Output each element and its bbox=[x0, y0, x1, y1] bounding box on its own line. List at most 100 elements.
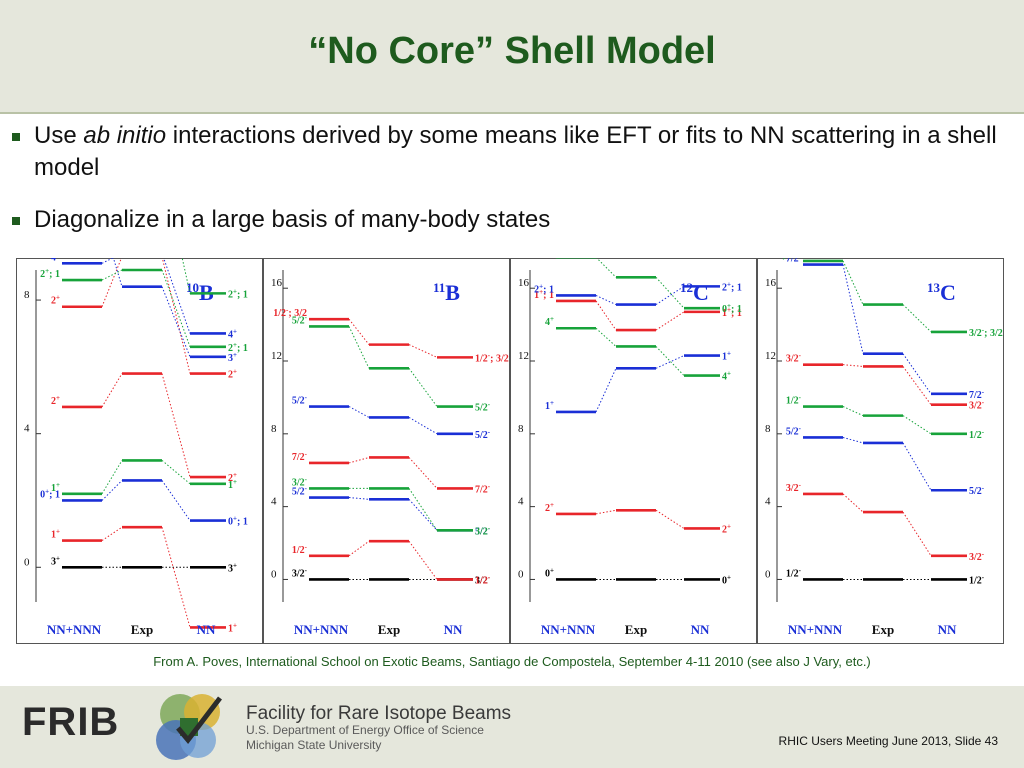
level-label-right-isospin: ; 1 bbox=[237, 289, 248, 300]
level-label-right-parity: + bbox=[233, 341, 237, 349]
level-connector bbox=[842, 264, 864, 354]
bullet-1-text: Use ab initio interactions derived by so… bbox=[34, 120, 1024, 184]
level-label-right-parity: + bbox=[233, 471, 237, 479]
slide-info: RHIC Users Meeting June 2013, Slide 43 bbox=[778, 734, 998, 748]
level-label-left: 0+ bbox=[545, 566, 554, 579]
level-label-right-isospin: ; 1 bbox=[237, 517, 248, 528]
column-label-nn-nnn: NN+NNN bbox=[294, 622, 349, 637]
level-7: 4+4+ bbox=[51, 258, 237, 340]
level-label-left: 2+ bbox=[51, 394, 60, 407]
level-label-left: 1+ bbox=[51, 481, 60, 494]
level-0: 1/2-1/2- bbox=[786, 566, 985, 586]
level-label-left-parity: + bbox=[56, 528, 60, 536]
level-label-left-parity: - bbox=[799, 258, 802, 260]
level-0: 0+0+ bbox=[545, 566, 731, 586]
figure-caption: From A. Poves, International School on E… bbox=[153, 654, 871, 669]
level-connector bbox=[596, 258, 617, 278]
level-label-left-value: 2 bbox=[545, 503, 550, 514]
level-label-left: 1/2- bbox=[292, 543, 308, 556]
level-scheme-figure: 04810B3+3+1+1+0+; 10+; 11+1+2+2+2+2+2+; … bbox=[16, 258, 1004, 644]
column-label-nn: NN bbox=[691, 622, 710, 637]
level-label-left-value: 2 bbox=[534, 284, 539, 295]
level-label-right-parity: - bbox=[488, 573, 491, 581]
level-label-right-parity: + bbox=[727, 573, 731, 581]
level-5: 2+2+ bbox=[51, 258, 237, 381]
level-label-left-value: 2 bbox=[51, 396, 56, 407]
level-label-right-value: 0 bbox=[722, 575, 727, 586]
level-label-right: 1+ bbox=[228, 478, 237, 491]
level-label-left-parity: + bbox=[45, 487, 49, 495]
level-label-right-isospin: ; 1 bbox=[731, 282, 742, 293]
level-label-left: 7/2- bbox=[786, 258, 802, 265]
level-label-left-parity: - bbox=[305, 313, 308, 321]
bullet-marker bbox=[12, 133, 20, 141]
level-6: 3/2-; 3/23/2-; 3/2 bbox=[767, 258, 1002, 339]
y-tick-label: 16 bbox=[518, 277, 530, 289]
level-label-right-value: 3/2 bbox=[969, 328, 982, 339]
level-label-right-value: 3 bbox=[228, 563, 233, 574]
level-label-left: 3/2 -; 3/2 bbox=[767, 258, 801, 261]
level-label-right-parity: + bbox=[233, 621, 237, 629]
level-2: 1+1+ bbox=[545, 350, 731, 414]
y-tick-label: 16 bbox=[271, 277, 283, 289]
level-label-left-parity: - bbox=[286, 306, 289, 314]
y-tick-label: 0 bbox=[24, 556, 30, 568]
column-label-nn-nnn: NN+NNN bbox=[47, 622, 102, 637]
level-label-right-isospin: ; 1 bbox=[237, 343, 248, 354]
level-label-left-value: 3 bbox=[51, 556, 56, 567]
column-label-exp: Exp bbox=[378, 622, 400, 637]
level-label-left-parity: - bbox=[305, 543, 308, 551]
level-label-right-value: 3/2 bbox=[475, 575, 488, 586]
title-bar bbox=[0, 0, 1024, 112]
level-label-right: 2+; 1 bbox=[228, 341, 248, 354]
level-label-right: 1+ bbox=[228, 621, 237, 634]
level-connector bbox=[101, 269, 123, 281]
y-tick-label: 4 bbox=[271, 496, 277, 508]
level-label-left-parity: + bbox=[539, 282, 543, 290]
level-2: 0+; 10+; 1 bbox=[40, 479, 248, 528]
level-connector bbox=[902, 366, 932, 405]
level-label-left: 1+; 1 bbox=[534, 288, 554, 301]
y-tick-label: 12 bbox=[271, 350, 282, 362]
level-connector bbox=[101, 526, 123, 541]
facility-name: Facility for Rare Isotope Beams bbox=[246, 703, 512, 724]
level-connector bbox=[161, 373, 191, 478]
level-label-left-parity: + bbox=[45, 267, 49, 275]
level-5: 5/2- 5/2- bbox=[292, 394, 491, 441]
y-tick-label: 8 bbox=[765, 423, 771, 435]
bullet-1: Use ab initio interactions derived by so… bbox=[12, 120, 1012, 190]
level-label-left-value: 1/2 bbox=[292, 545, 305, 556]
level-label-right: 0+; 1 bbox=[722, 302, 742, 315]
level-label-right: 5/2- bbox=[475, 401, 491, 414]
level-label-right-value: 1 bbox=[228, 480, 233, 491]
level-label-left-value: 1 bbox=[51, 530, 56, 541]
level-label-right: 3/2- bbox=[969, 550, 985, 563]
bullet-1-italic: ab initio bbox=[83, 122, 167, 149]
level-label-left-value: 1 bbox=[534, 290, 539, 301]
level-3: 1+ 1+ bbox=[51, 459, 237, 496]
y-tick-label: 8 bbox=[24, 289, 30, 301]
level-label-right-isospin: ; 1 bbox=[731, 308, 742, 319]
level-label-right: 3+ bbox=[228, 561, 237, 574]
level-9: 2+; 12+; 1 bbox=[181, 258, 248, 300]
level-connector bbox=[348, 406, 370, 418]
column-label-nn: NN bbox=[197, 622, 216, 637]
level-connector bbox=[161, 258, 191, 374]
panel-12C: 048121612C0+0+2+2+1+1+4+4+1+; 11+; 12+; … bbox=[510, 258, 757, 644]
level-label-right-value: 1/2 bbox=[969, 430, 982, 441]
level-label-right-value: 2 bbox=[228, 289, 233, 300]
level-label-right-value: 7/2 bbox=[969, 390, 982, 401]
level-label-right-value: 3/2 bbox=[969, 401, 982, 412]
level-label-right-value: 1 bbox=[722, 308, 727, 319]
level-label-right: 1+; 1 bbox=[722, 306, 742, 319]
level-label-right: 5/2- bbox=[475, 428, 491, 441]
level-label-right-parity: + bbox=[233, 515, 237, 523]
level-connector bbox=[595, 295, 617, 306]
level-label-right-parity: - bbox=[982, 484, 985, 492]
level-connector bbox=[595, 327, 617, 347]
level-0: 3+3+ bbox=[51, 554, 237, 574]
level-label-left: 5/2- bbox=[292, 394, 308, 407]
nucleus-symbol: B bbox=[445, 280, 460, 305]
